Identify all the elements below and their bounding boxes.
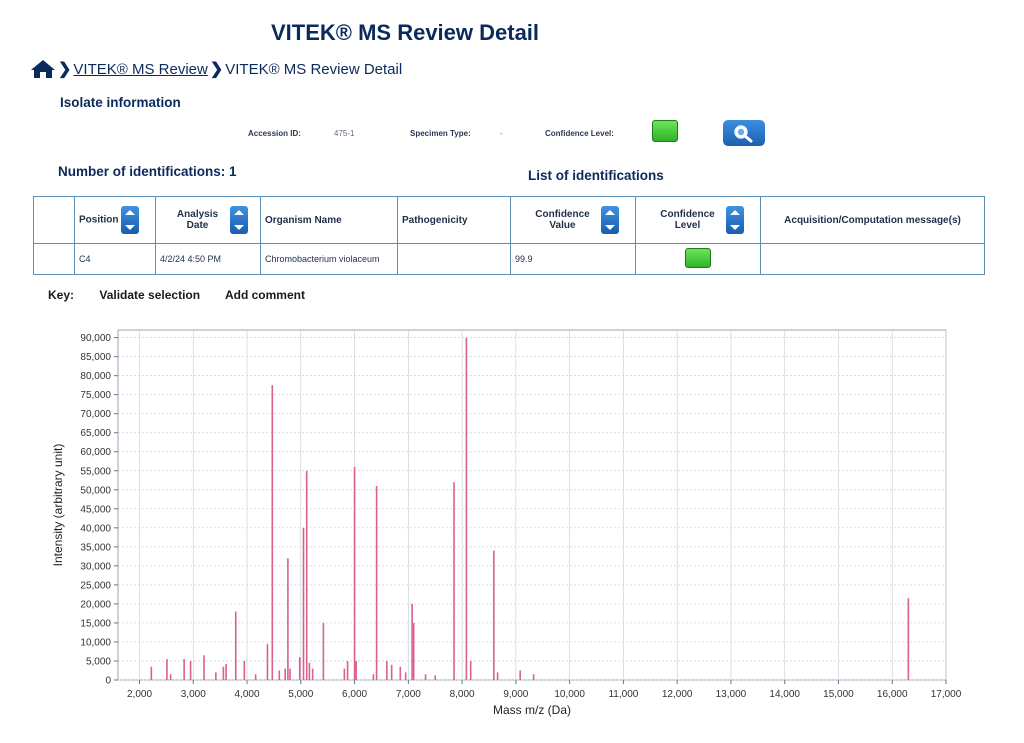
y-tick-label: 70,000 [80,409,111,420]
y-tick-label: 30,000 [80,561,111,572]
col-organism-name: Organism Name [260,196,398,244]
col-acquisition-message: Acquisition/Computation message(s) [760,196,985,244]
sort-position-button[interactable] [121,206,140,234]
y-axis-label: Intensity (arbitrary unit) [51,444,65,567]
y-tick-label: 90,000 [80,333,111,344]
y-tick-label: 0 [105,676,111,687]
y-tick-label: 15,000 [80,618,111,629]
cell-pathogenicity [397,243,511,275]
x-tick-label: 12,000 [662,689,693,700]
plot-area [117,329,947,681]
confidence-level-label: Confidence Level: [545,129,614,138]
y-tick-label: 80,000 [80,371,111,382]
table-row[interactable]: C4 4/2/24 4:50 PM Chromobacterium violac… [33,243,985,275]
mass-spectrum-chart: 0 5,000 10,000 15,000 20,000 25,000 30,000 35,0… [51,329,962,717]
x-tick-label: 4,000 [235,689,260,700]
cell-position: C4 [74,243,156,275]
x-axis-label: Mass m/z (Da) [493,703,571,717]
specimen-label: Specimen Type: [410,129,471,138]
x-tick-label: 13,000 [716,689,747,700]
y-tick-label: 10,000 [80,637,111,648]
page-title: VITEK® MS Review Detail [270,20,540,45]
isolate-heading: Isolate information [60,95,181,110]
y-tick-label: 20,000 [80,599,111,610]
magnifier-icon [734,125,753,143]
x-tick-label: 15,000 [823,689,854,700]
breadcrumb-link-review[interactable]: VITEK® MS Review [73,60,208,78]
col-confidence-value-label: Confidence Value [535,209,590,231]
validate-selection-button[interactable]: Validate selection [99,288,201,302]
col-position-label: Position [79,214,119,226]
sort-confidence-level-button[interactable] [725,206,744,234]
x-tick-label: 11,000 [608,689,638,700]
col-confidence-value: Confidence Value [510,196,636,244]
sort-date-button[interactable] [229,206,248,234]
x-tick-label: 7,000 [396,689,421,700]
x-tick-label: 14,000 [769,689,800,700]
x-tick-label: 17,000 [931,689,962,700]
x-tick-label: 10,000 [554,689,585,700]
cell-analysis-date: 4/2/24 4:50 PM [155,243,261,275]
identifications-count: Number of identifications: 1 [58,164,237,179]
x-tick-label: 6,000 [342,689,367,700]
y-tick-label: 50,000 [80,485,111,496]
col-confidence-level: Confidence Level [635,196,761,244]
row-select-cell[interactable] [33,243,75,275]
y-tick-label: 45,000 [80,504,111,515]
breadcrumb-current: VITEK® MS Review Detail [225,60,403,78]
identifications-list-title: List of identifications [528,168,664,183]
chevron-right-icon: ❯ [58,61,72,78]
chevron-right-icon: ❯ [209,61,224,78]
key-label: Key: [48,288,75,302]
x-tick-label: 8,000 [450,689,475,700]
col-analysis-date: Analysis Date [155,196,261,244]
cell-organism-name: Chromobacterium violaceum [260,243,398,275]
x-tick-label: 3,000 [181,689,206,700]
y-tick-label: 55,000 [80,466,111,477]
identifications-table: Position Analysis Date Organism Name Pat… [33,196,985,275]
y-tick-label: 60,000 [80,447,111,458]
cell-confidence-value: 99.9 [510,243,636,275]
row-confidence-indicator [685,248,711,268]
sort-confidence-value-button[interactable] [600,206,619,234]
confidence-level-indicator [652,120,678,142]
x-tick-label: 9,000 [503,689,528,700]
home-icon[interactable] [30,59,56,79]
select-column-header [33,196,75,244]
specimen-value: - [500,129,503,138]
cell-acquisition-message [760,243,985,275]
col-analysis-date-label: Analysis Date [176,209,219,231]
x-tick-label: 2,000 [127,689,152,700]
cell-confidence-level [635,243,761,275]
add-comment-button[interactable]: Add comment [224,288,305,302]
x-tick-label: 5,000 [288,689,313,700]
col-confidence-level-label: Confidence Level [660,209,715,231]
y-tick-label: 35,000 [80,542,111,553]
y-tick-label: 75,000 [80,390,111,401]
key-bar: Key: Validate selection Add comment [48,288,327,302]
y-tick-label: 85,000 [80,352,111,363]
y-tick-label: 40,000 [80,523,111,534]
y-tick-label: 25,000 [80,580,111,591]
accession-value: 475-1 [334,129,355,138]
breadcrumb: ❯ VITEK® MS Review ❯ VITEK® MS Review De… [30,58,402,80]
y-tick-label: 65,000 [80,428,111,439]
y-tick-label: 5,000 [86,656,111,667]
accession-label: Accession ID: [248,129,301,138]
col-pathogenicity: Pathogenicity [397,196,511,244]
x-tick-label: 16,000 [877,689,908,700]
col-position: Position [74,196,156,244]
search-button[interactable] [723,120,765,146]
table-header-row: Position Analysis Date Organism Name Pat… [33,196,985,244]
